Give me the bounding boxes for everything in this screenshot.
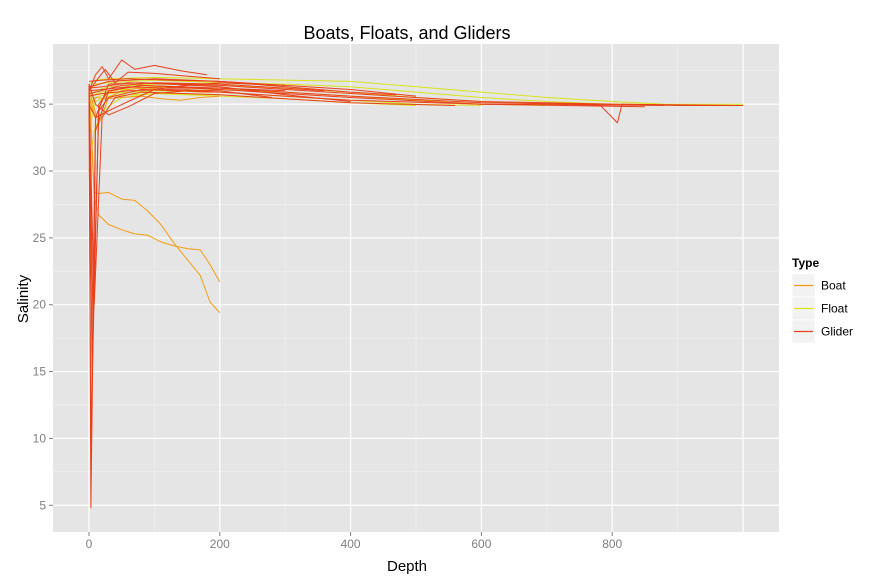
y-axis-title: Salinity	[15, 274, 32, 323]
y-tick-label: 5	[39, 498, 46, 512]
legend-item-glider: Glider	[791, 319, 853, 344]
grid-minor	[53, 44, 779, 532]
series-glider	[88, 59, 743, 509]
series-line-glider	[88, 82, 417, 118]
legend-item-boat: Boat	[791, 273, 846, 298]
series-line-boat	[88, 95, 220, 105]
series-line-glider	[88, 78, 286, 88]
series-line-glider	[88, 89, 273, 98]
series-line-float	[88, 93, 220, 172]
series-line-float	[88, 79, 658, 105]
y-axis-ticks: 5 10 15 20 25 30 35	[33, 97, 53, 512]
legend-title: Type	[792, 256, 819, 270]
legend: Type Boat Float Glider	[791, 256, 853, 344]
legend-label: Float	[821, 302, 848, 316]
x-tick-label: 200	[210, 537, 230, 551]
plot-lines	[88, 59, 743, 509]
y-tick-label: 10	[33, 431, 47, 445]
x-axis-ticks: 0 200 400 600 800	[86, 532, 623, 551]
series-line-boat	[88, 84, 221, 283]
grid-major	[53, 44, 779, 532]
series-line-glider	[88, 84, 665, 379]
x-axis-title: Depth	[387, 558, 427, 575]
series-line-glider	[88, 68, 220, 92]
legend-label: Boat	[821, 279, 846, 293]
series-line-glider	[88, 82, 351, 102]
chart-title: Boats, Floats, and Gliders	[303, 23, 510, 43]
legend-label: Glider	[821, 325, 853, 339]
series-line-glider	[88, 82, 743, 457]
y-tick-label: 30	[33, 164, 47, 178]
series-line-glider	[88, 86, 286, 92]
y-tick-label: 25	[33, 231, 47, 245]
series-line-glider	[88, 83, 220, 116]
x-tick-label: 0	[86, 537, 93, 551]
y-tick-label: 15	[33, 365, 47, 379]
series-line-glider	[88, 89, 645, 319]
series-line-glider	[88, 82, 325, 94]
y-tick-label: 20	[33, 298, 47, 312]
series-line-glider	[88, 90, 456, 306]
legend-item-float: Float	[791, 296, 848, 321]
x-tick-label: 800	[602, 537, 622, 551]
y-tick-label: 35	[33, 97, 47, 111]
x-tick-label: 600	[471, 537, 491, 551]
series-line-glider	[88, 59, 207, 91]
x-tick-label: 400	[341, 537, 361, 551]
